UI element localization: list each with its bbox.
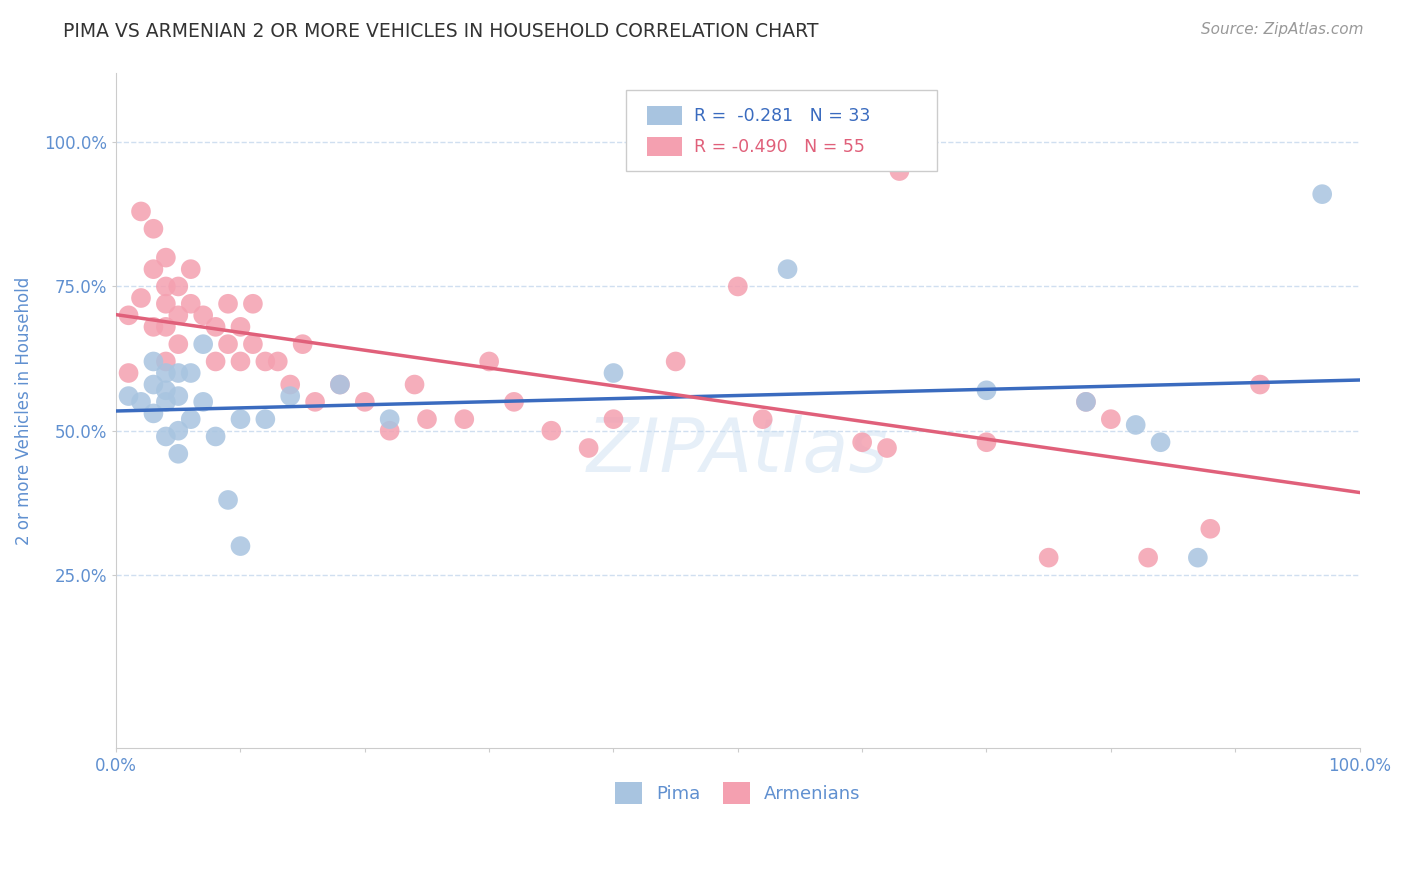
Point [416,412,439,426]
Point [776,262,799,277]
Point [167,389,190,403]
Point [217,492,239,507]
Point [278,377,301,392]
Point [254,412,277,426]
Point [602,366,624,380]
Point [242,297,264,311]
Y-axis label: 2 or more Vehicles in Household: 2 or more Vehicles in Household [15,277,32,545]
Text: R =  -0.281   N = 33: R = -0.281 N = 33 [695,106,870,125]
Point [180,262,202,277]
Point [1249,377,1271,392]
Text: ZIPAtlas: ZIPAtlas [588,415,889,487]
Point [180,297,202,311]
Point [155,297,177,311]
Point [378,412,401,426]
Point [1187,550,1209,565]
Legend: Pima, Armenians: Pima, Armenians [606,773,869,814]
Text: R = -0.490   N = 55: R = -0.490 N = 55 [695,137,865,156]
Point [229,539,252,553]
Point [478,354,501,368]
Point [602,412,624,426]
Point [727,279,749,293]
Point [193,395,215,409]
Point [665,354,688,368]
Point [167,447,190,461]
Point [751,412,773,426]
Point [304,395,326,409]
Point [1074,395,1097,409]
Point [540,424,562,438]
Point [876,441,898,455]
Point [142,221,165,235]
Point [117,308,139,322]
Point [204,354,226,368]
Point [129,291,152,305]
Point [1125,417,1147,432]
FancyBboxPatch shape [626,90,936,171]
Point [167,337,190,351]
Point [155,429,177,443]
Point [204,319,226,334]
Point [155,384,177,398]
Point [142,377,165,392]
Point [180,366,202,380]
Point [229,412,252,426]
Point [129,204,152,219]
Point [378,424,401,438]
Point [254,354,277,368]
Point [1099,412,1122,426]
Point [404,377,426,392]
Point [129,395,152,409]
Point [155,279,177,293]
Point [142,406,165,420]
Point [1137,550,1160,565]
Point [329,377,352,392]
Point [167,366,190,380]
Point [155,354,177,368]
Point [229,319,252,334]
Point [453,412,475,426]
Point [117,366,139,380]
Point [155,319,177,334]
Point [167,279,190,293]
Point [229,354,252,368]
Point [1074,395,1097,409]
Point [242,337,264,351]
Point [217,297,239,311]
Point [889,164,911,178]
Point [578,441,600,455]
Point [976,384,998,398]
Point [167,424,190,438]
Text: Source: ZipAtlas.com: Source: ZipAtlas.com [1201,22,1364,37]
Text: PIMA VS ARMENIAN 2 OR MORE VEHICLES IN HOUSEHOLD CORRELATION CHART: PIMA VS ARMENIAN 2 OR MORE VEHICLES IN H… [63,22,818,41]
Point [217,337,239,351]
Point [291,337,314,351]
Point [1038,550,1060,565]
Point [851,435,873,450]
Point [1199,522,1222,536]
Point [1310,187,1333,202]
Point [267,354,290,368]
Point [142,262,165,277]
Point [117,389,139,403]
Point [329,377,352,392]
Point [155,366,177,380]
Point [193,308,215,322]
Point [193,337,215,351]
Point [1149,435,1171,450]
Point [155,251,177,265]
Bar [647,137,682,156]
Bar [647,106,682,125]
Point [278,389,301,403]
Point [142,319,165,334]
Point [155,395,177,409]
Point [353,395,375,409]
Point [976,435,998,450]
Point [180,412,202,426]
Point [204,429,226,443]
Point [142,354,165,368]
Point [503,395,526,409]
Point [167,308,190,322]
